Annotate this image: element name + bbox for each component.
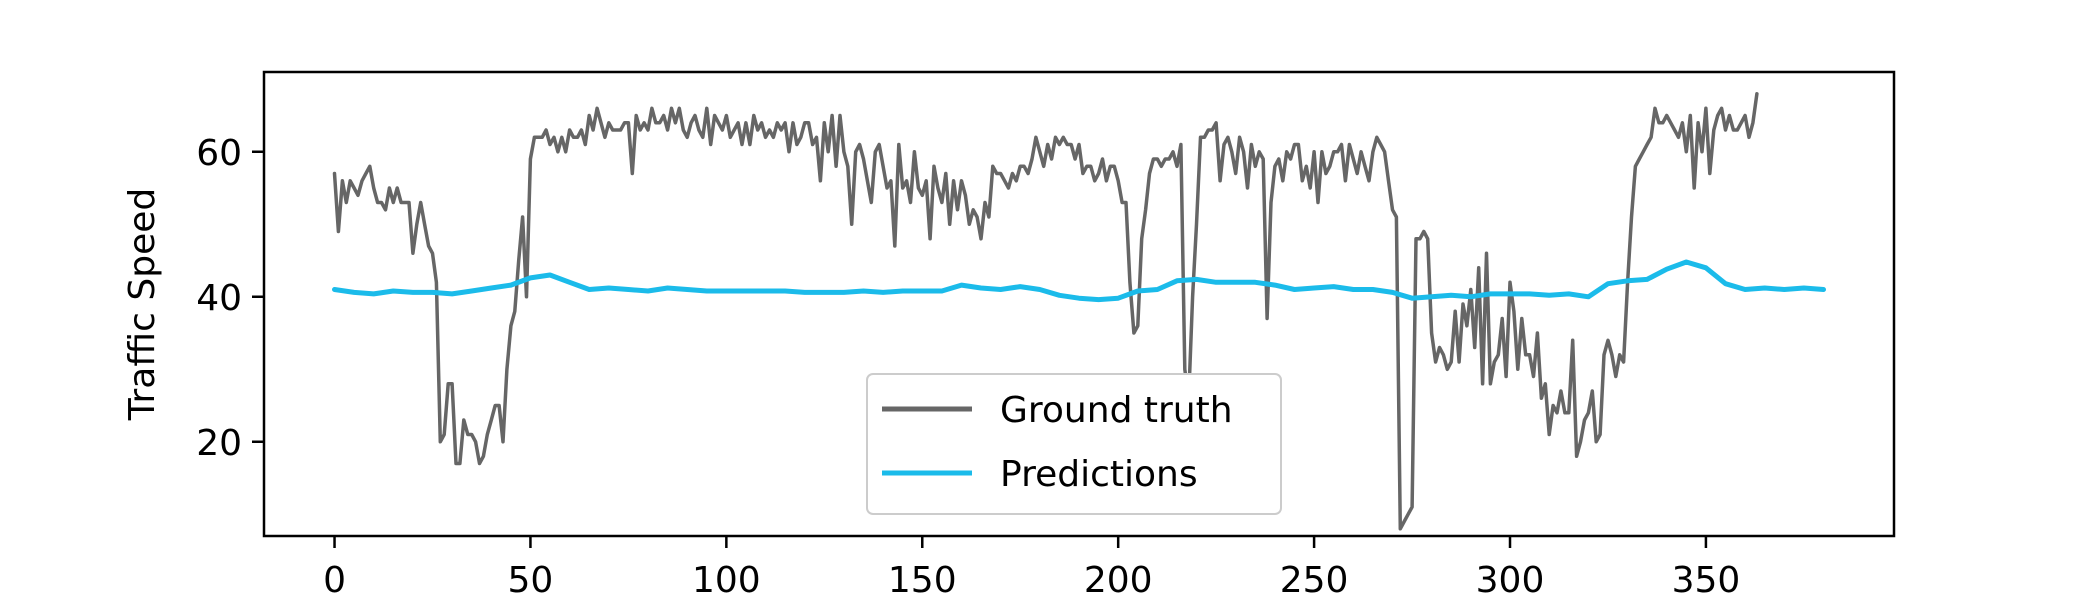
x-tick-label: 200 (1084, 560, 1153, 600)
series-line-predictions (332, 259, 1826, 303)
x-tick-label: 150 (888, 560, 957, 600)
x-tick-label: 250 (1280, 560, 1349, 600)
plot-frame (262, 70, 1896, 538)
series-line-ground-truth (332, 92, 1759, 531)
x-tick-label: 350 (1672, 560, 1741, 600)
x-tick-label: 100 (692, 560, 761, 600)
y-tick-label: 60 (196, 133, 242, 174)
y-tick-label: 20 (196, 423, 242, 464)
x-tick-label: 0 (323, 560, 346, 600)
x-tick-label: 50 (508, 560, 554, 600)
legend: Ground truth Predictions (866, 373, 1282, 515)
legend-label-predictions: Predictions (1000, 454, 1198, 495)
y-tick-label: 40 (196, 278, 242, 319)
legend-label-ground-truth: Ground truth (1000, 390, 1233, 431)
x-tick-label: 300 (1476, 560, 1545, 600)
y-axis-label: Traffic Speed (122, 188, 163, 421)
